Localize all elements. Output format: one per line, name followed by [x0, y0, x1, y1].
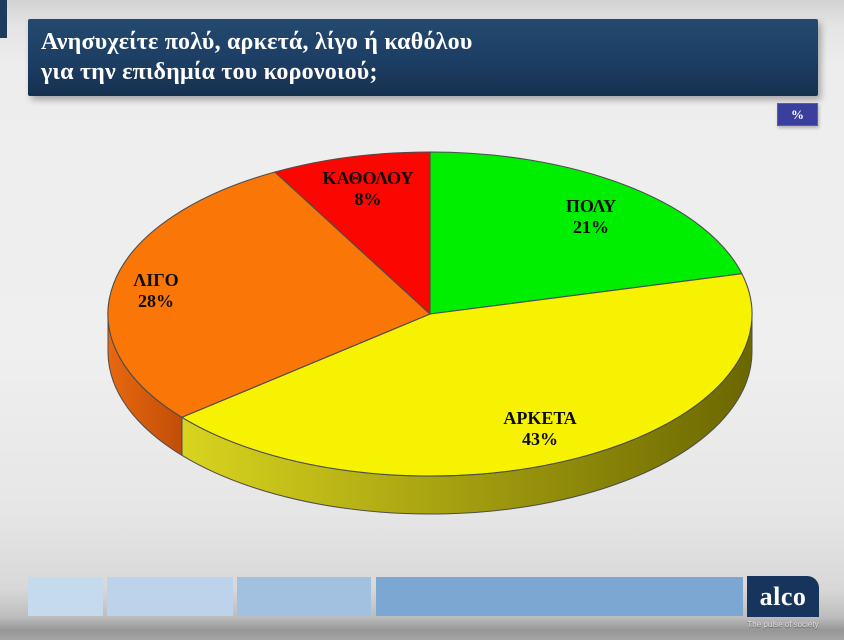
pie-slice-1 [181, 273, 753, 477]
pie-slice-label: ΛΙΓΟ 28% [133, 270, 178, 312]
alco-logo: alco [747, 576, 819, 617]
pie-slice-label: ΠΟΛΥ 21% [566, 196, 616, 238]
pie-slice-0 [429, 151, 743, 315]
title-bar: Ανησυχείτε πολύ, αρκετά, λίγο ή καθόλου … [28, 19, 818, 96]
footer-bar [237, 577, 371, 616]
pie-slice-label-percent: 43% [521, 429, 558, 449]
pie-slice-label-percent: 28% [138, 291, 174, 311]
pie-slice-label-name: ΑΡΚΕΤΑ [503, 408, 577, 428]
pie-slice-3 [274, 151, 431, 315]
pie-slice-2 [107, 171, 431, 418]
page-title-line2: για την επιδημία του κορονοιού; [41, 59, 378, 85]
pie-slice-label-percent: 21% [572, 217, 609, 237]
corner-accent [0, 0, 7, 38]
footer-bar [376, 577, 743, 616]
alco-logo-text: alco [759, 581, 807, 611]
footer-bar [107, 577, 233, 616]
pie-slice-label-name: ΚΑΘΟΛΟΥ [322, 168, 414, 188]
footer-bar [28, 577, 103, 616]
page-title: Ανησυχείτε πολύ, αρκετά, λίγο ή καθόλου … [28, 19, 818, 87]
unit-badge-label: % [791, 106, 804, 122]
unit-badge: % [777, 103, 818, 126]
pie-slice-label-percent: 8% [354, 189, 382, 209]
pie-slice-label: ΚΑΘΟΛΟΥ 8% [322, 168, 413, 210]
pie-slice-label-name: ΠΟΛΥ [565, 196, 617, 216]
pie-slice-label: ΑΡΚΕΤΑ 43% [503, 408, 576, 450]
page-title-line1: Ανησυχείτε πολύ, αρκετά, λίγο ή καθόλου [41, 29, 473, 55]
pie-slice-label-name: ΛΙΓΟ [133, 270, 179, 290]
alco-tagline: The pulse of society [747, 620, 819, 629]
